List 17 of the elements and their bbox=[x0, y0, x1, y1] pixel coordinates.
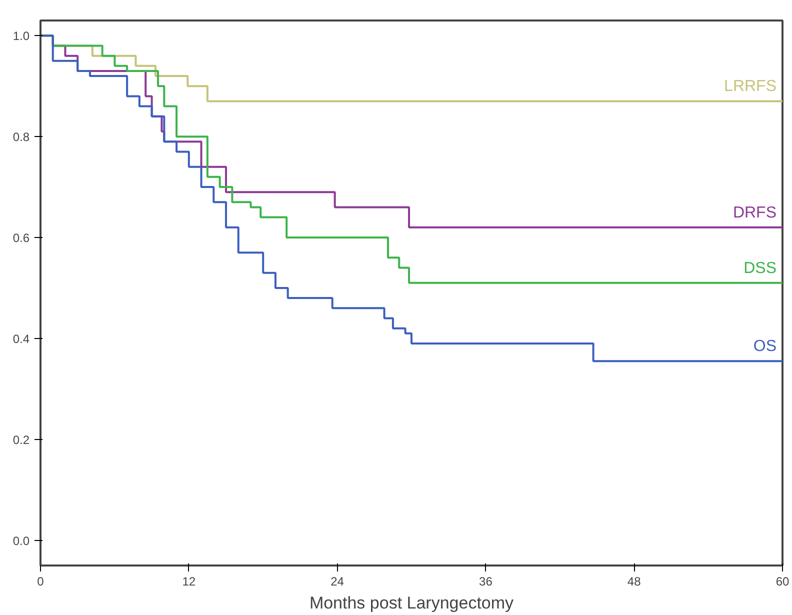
y-tick-label: 1.0 bbox=[12, 29, 30, 44]
x-tick-label: 0 bbox=[37, 574, 44, 588]
x-tick-label: 12 bbox=[182, 574, 196, 588]
series-label: DSS bbox=[744, 260, 777, 277]
y-tick-label: 0.2 bbox=[12, 432, 30, 447]
x-tick-label: 36 bbox=[479, 574, 493, 588]
x-tick-label: 48 bbox=[627, 574, 642, 588]
y-tick-label: 0.0 bbox=[12, 534, 30, 548]
x-axis-title: Months post Laryngectomy bbox=[309, 594, 514, 612]
x-tick-label: 60 bbox=[776, 574, 790, 588]
x-tick-label: 24 bbox=[330, 574, 344, 588]
series-label: DRFS bbox=[732, 204, 777, 222]
y-tick-label: 0.6 bbox=[12, 230, 30, 245]
series-label: LRRFS bbox=[724, 78, 776, 96]
series-label: OS bbox=[753, 338, 777, 356]
y-tick-label: 0.8 bbox=[12, 130, 30, 144]
y-tick-label: 0.4 bbox=[12, 332, 30, 346]
